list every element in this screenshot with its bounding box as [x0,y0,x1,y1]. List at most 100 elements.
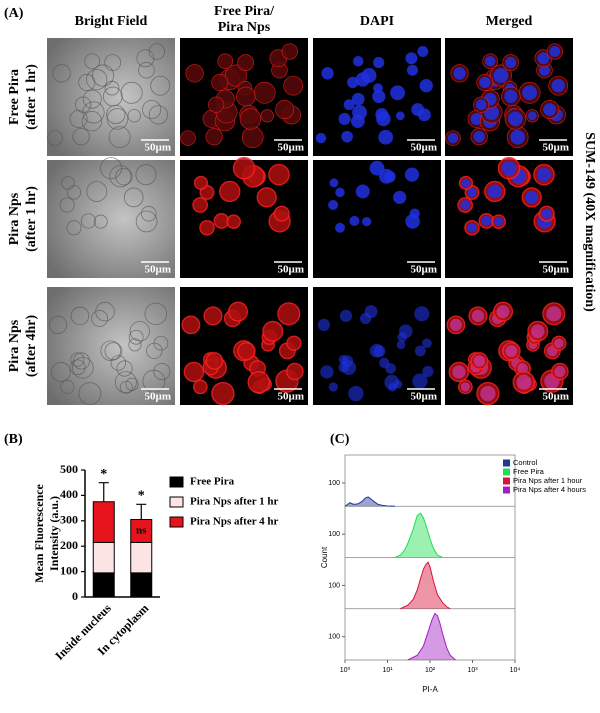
nucleus [467,187,477,198]
histogram-fill [407,613,456,660]
bar-segment [130,541,153,574]
nucleus [396,340,406,350]
cell [150,75,171,96]
cell [193,379,208,395]
x-tick-label: 10¹ [382,667,393,674]
nucleus [341,130,353,143]
nucleus [385,363,396,374]
nucleus [409,208,420,219]
nucleus [393,190,407,204]
cell [142,99,162,120]
scale-bar-label: 50µm [144,264,171,276]
scale-bar-label: 50µm [144,142,171,154]
panel-label: (A) [4,6,24,21]
nucleus [411,103,425,116]
cell [86,181,108,202]
cell [104,54,122,71]
y-tick-label: 100 [328,634,340,641]
cell [78,73,96,91]
legend-swatch [169,496,184,508]
cell [138,61,155,79]
nucleus [373,56,385,69]
y-tick-label: 500 [60,462,78,476]
cell [59,197,75,213]
nucleus [452,365,466,379]
y-axis-label: Intensity (a.u.) [47,496,61,571]
legend-swatch [503,477,510,485]
nucleus [522,85,538,101]
nucleus [543,103,557,116]
cell [203,306,223,326]
nucleus [554,365,566,378]
nucleus [419,78,433,93]
row-label: (after 1 hr) [24,64,39,130]
cell [277,302,301,326]
nucleus [505,56,517,69]
nucleus [473,355,486,367]
cell [140,205,157,222]
nucleus [453,67,466,80]
cell [106,108,129,130]
nucleus [546,306,562,322]
cell [226,214,241,229]
cell [128,329,144,345]
column-header: Pira Nps [218,20,271,35]
cell [241,126,264,149]
cell [232,156,256,180]
nucleus [481,215,492,226]
nucleus [343,99,355,111]
y-axis-label: Mean Fluorescence [32,483,46,582]
cell [283,75,304,96]
nucleus [516,374,532,390]
legend-label: Pira Nps after 1 hour [513,476,583,485]
scale-bar-label: 50µm [277,264,304,276]
cell [148,43,166,60]
scale-bar-label: 50µm [542,391,569,403]
cell [205,128,223,146]
cell [181,315,201,335]
cell [91,310,109,327]
bar-segment [92,572,115,598]
cell [116,360,133,377]
nucleus [447,132,459,144]
cell [239,108,262,130]
cell [100,340,121,361]
row-label: Pira Nps [7,319,22,372]
nucleus [364,305,378,319]
column-header: DAPI [360,14,394,29]
histogram [407,612,456,661]
y-tick-label: 300 [60,513,78,527]
row-label: (after 4hr) [24,315,39,378]
nucleus [554,338,564,349]
nucleus [320,365,334,379]
nucleus [390,85,406,101]
cell [81,111,103,132]
nucleus [378,129,394,145]
nucleus [404,167,420,182]
legend-swatch [503,468,510,476]
column-header: Merged [486,14,533,29]
legend-label: Control [513,458,538,467]
cell [208,96,225,113]
nucleus [347,76,359,89]
nucleus [339,309,353,323]
cell [91,64,115,87]
cell [123,187,144,208]
cell [109,165,132,188]
nucleus [335,222,345,233]
cell [262,320,284,342]
nucleus [351,92,365,106]
nucleus [328,382,339,392]
x-tick-label: 10⁴ [510,667,521,674]
cell [74,96,92,113]
y-tick-label: 100 [60,563,78,577]
cell [102,86,123,107]
nucleus [461,178,471,188]
nucleus [501,160,517,176]
cell [192,197,208,213]
nucleus [329,178,339,188]
y-tick-label: 0 [72,589,78,603]
cell [72,352,90,370]
nucleus [473,130,485,143]
x-tick-label: 10⁰ [340,666,351,674]
